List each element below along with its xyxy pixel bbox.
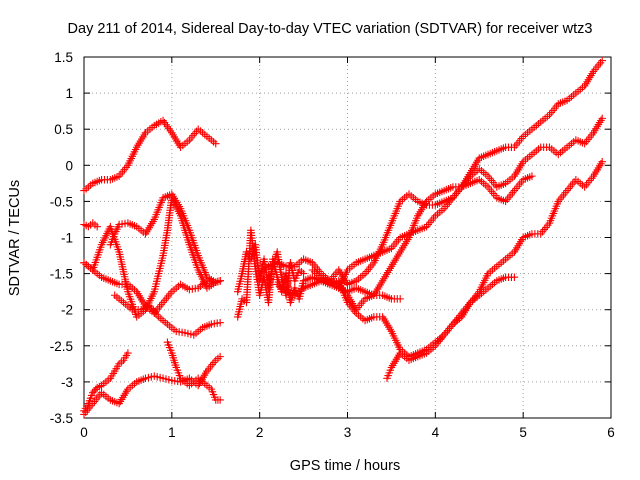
data-point bbox=[598, 157, 606, 166]
data-point bbox=[207, 385, 216, 393]
data-point bbox=[165, 343, 174, 352]
data-point bbox=[163, 338, 172, 346]
y-tick-label: 0 bbox=[65, 158, 73, 173]
y-tick-label: 1 bbox=[65, 86, 73, 101]
data-point bbox=[396, 295, 404, 303]
series-8 bbox=[163, 338, 224, 404]
x-tick-label: 4 bbox=[432, 425, 440, 440]
x-tick-label: 1 bbox=[168, 425, 176, 440]
chart-title: Day 211 of 2014, Sidereal Day-to-day VTE… bbox=[68, 21, 593, 37]
data-point bbox=[166, 346, 175, 355]
data-point bbox=[291, 284, 299, 292]
data-point bbox=[510, 273, 519, 281]
data-point bbox=[164, 341, 173, 349]
data-point bbox=[383, 374, 391, 383]
data-point bbox=[598, 56, 606, 65]
data-point bbox=[144, 373, 153, 382]
data-point bbox=[175, 371, 184, 380]
data-point bbox=[209, 390, 218, 399]
data-point bbox=[528, 172, 536, 180]
series-13 bbox=[308, 172, 536, 314]
x-tick-label: 3 bbox=[344, 425, 352, 440]
series-5 bbox=[110, 291, 224, 339]
x-axis-label: GPS time / hours bbox=[290, 458, 400, 474]
series-14 bbox=[273, 157, 606, 361]
y-tick-label: -1 bbox=[61, 231, 73, 246]
data-point bbox=[386, 366, 395, 374]
data-point bbox=[150, 372, 159, 380]
x-tick-label: 6 bbox=[607, 425, 615, 440]
data-point bbox=[291, 277, 299, 285]
data-point bbox=[87, 391, 96, 400]
data-point bbox=[153, 373, 161, 381]
series-12 bbox=[299, 114, 606, 292]
data-point bbox=[156, 373, 164, 382]
y-tick-label: -3 bbox=[61, 375, 73, 390]
data-point bbox=[385, 369, 393, 377]
data-point bbox=[172, 363, 180, 372]
data-point bbox=[181, 329, 189, 337]
x-tick-label: 5 bbox=[519, 425, 527, 440]
data-point bbox=[208, 388, 217, 396]
data-point bbox=[216, 277, 224, 285]
data-point bbox=[159, 374, 167, 383]
data-point bbox=[293, 271, 301, 280]
series-4 bbox=[80, 194, 224, 321]
data-point bbox=[299, 269, 308, 278]
data-point bbox=[292, 274, 300, 282]
data-point bbox=[184, 329, 192, 338]
data-point bbox=[165, 375, 173, 384]
data-marks-layer bbox=[80, 56, 606, 419]
series-1 bbox=[80, 219, 101, 231]
data-point bbox=[187, 330, 195, 338]
data-point bbox=[86, 394, 95, 402]
y-tick-label: -0.5 bbox=[50, 194, 73, 209]
plot-frame bbox=[83, 56, 612, 419]
series-11 bbox=[255, 56, 606, 289]
data-point bbox=[141, 374, 150, 383]
data-point bbox=[598, 114, 606, 123]
x-tick-label: 2 bbox=[256, 425, 264, 440]
series-15 bbox=[334, 284, 404, 303]
series-16 bbox=[383, 273, 519, 383]
data-point bbox=[384, 371, 392, 380]
y-tick-label: -1.5 bbox=[50, 267, 73, 282]
data-point bbox=[216, 396, 224, 404]
y-tick-label: -3.5 bbox=[50, 411, 73, 426]
data-point bbox=[162, 375, 170, 383]
data-point bbox=[294, 268, 302, 277]
series-0 bbox=[80, 116, 220, 195]
y-tick-label: -2.5 bbox=[50, 339, 73, 354]
data-point bbox=[216, 352, 224, 361]
data-point bbox=[93, 222, 101, 231]
data-point bbox=[212, 139, 220, 148]
y-tick-label: -2 bbox=[61, 303, 73, 318]
y-tick-label: 0.5 bbox=[54, 122, 73, 137]
y-tick-label: 1.5 bbox=[54, 50, 73, 65]
data-point bbox=[106, 240, 115, 249]
data-point bbox=[124, 349, 132, 357]
data-point bbox=[216, 318, 224, 327]
x-tick-label: 0 bbox=[80, 425, 88, 440]
axis-layer: 0 1 2 3 4 5 6 -3.5 -3 -2.5 -2 -1.5 -1 -0.5 0 0.5 1 1.5 bbox=[50, 50, 615, 440]
y-axis-label: SDTVAR / TECUs bbox=[7, 180, 23, 296]
data-point bbox=[210, 393, 219, 401]
data-point bbox=[174, 369, 183, 377]
data-point bbox=[173, 366, 182, 374]
